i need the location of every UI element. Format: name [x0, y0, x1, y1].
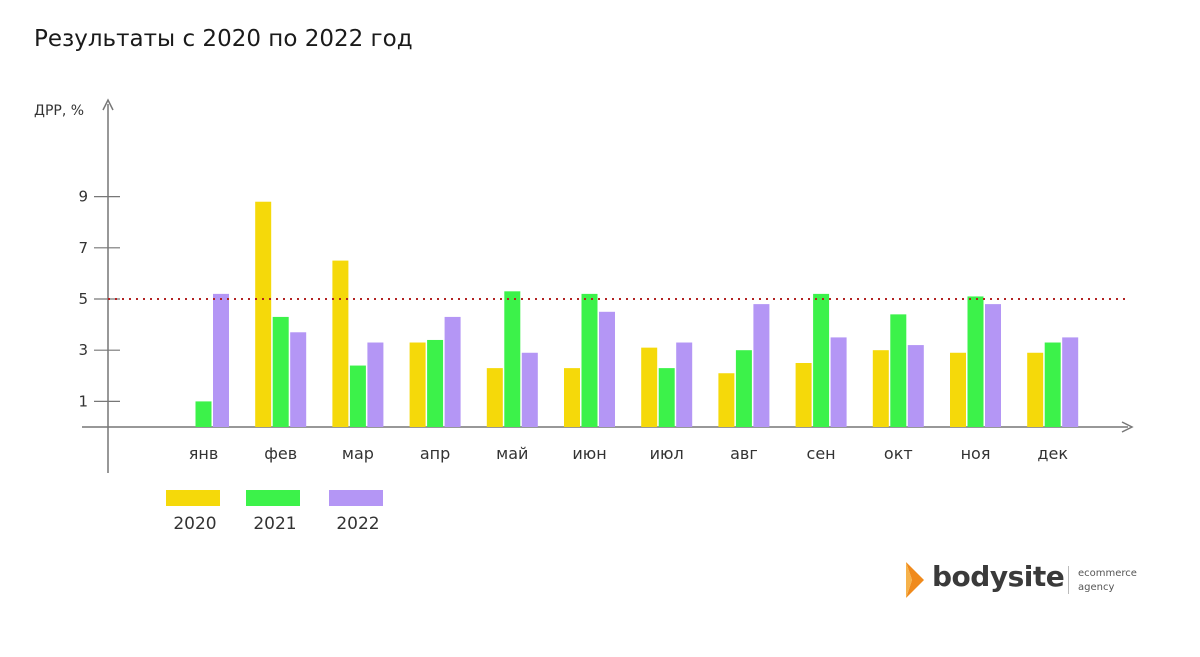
bar-2022-авг	[753, 304, 770, 427]
bar-2021-май	[504, 291, 521, 427]
x-tick-label: май	[496, 444, 528, 463]
y-tick-label: 5	[78, 290, 88, 308]
bodysite-logo: bodysite ecommerce agency	[900, 558, 1150, 602]
x-tick-label: июл	[650, 444, 684, 463]
bar-2022-мар	[367, 342, 384, 427]
bar-2021-авг	[735, 350, 752, 427]
bar-2021-дек	[1044, 342, 1061, 427]
y-tick-label: 9	[78, 188, 88, 206]
bar-2021-фев	[272, 316, 289, 427]
bar-2020-дек	[1027, 352, 1044, 427]
x-tick-label: ноя	[961, 444, 991, 463]
x-tick-label: окт	[884, 444, 913, 463]
y-axis-label: ДРР, %	[34, 103, 84, 119]
bar-2021-мар	[349, 365, 366, 427]
y-tick-label: 1	[78, 392, 88, 410]
x-tick-label: дек	[1037, 444, 1068, 463]
bar-2020-июн	[564, 368, 580, 427]
bars	[195, 201, 1079, 427]
bar-2022-сен	[830, 337, 847, 427]
bar-2020-мар	[332, 260, 349, 427]
y-axis-arrow	[102, 98, 114, 111]
bar-2020-окт	[872, 350, 889, 427]
legend-label-2020: 2020	[173, 514, 216, 534]
bar-2022-фев	[290, 332, 307, 427]
x-tick-label: авг	[730, 444, 758, 463]
x-axis-arrow	[1121, 421, 1134, 433]
bar-2021-апр	[427, 339, 444, 427]
bar-2021-июн	[581, 293, 598, 427]
bar-2021-сен	[813, 293, 830, 427]
bar-2022-май	[521, 352, 538, 427]
y-tick-label: 7	[78, 239, 88, 257]
x-tick-label: июн	[572, 444, 606, 463]
legend-swatch-2020	[166, 490, 220, 506]
bar-2021-окт	[890, 314, 907, 427]
logo-brand-text: bodysite	[932, 560, 1065, 593]
chart-title: Результаты с 2020 по 2022 год	[34, 26, 413, 52]
bar-2022-июл	[676, 342, 693, 427]
bar-2020-фев	[255, 201, 272, 427]
y-tick-label: 3	[78, 341, 88, 359]
bar-2020-июл	[641, 347, 658, 427]
bar-2022-июн	[599, 311, 615, 427]
x-tick-labels: янв фев мар апр май июн июл авг сен окт ноя дек	[189, 444, 1069, 463]
bar-2022-апр	[444, 316, 461, 427]
x-tick-label: янв	[189, 444, 219, 463]
y-ticks: 1 3 5 7 9	[78, 188, 120, 410]
bar-2022-ноя	[985, 304, 1001, 427]
x-tick-label: апр	[420, 444, 450, 463]
bar-2020-апр	[409, 342, 426, 427]
x-tick-label: фев	[264, 444, 297, 463]
bar-2020-авг	[718, 373, 735, 427]
logo-tagline-2: agency	[1078, 582, 1115, 593]
bar-2020-сен	[795, 363, 812, 427]
bar-2020-май	[486, 368, 503, 427]
legend-swatch-2022	[329, 490, 383, 506]
bar-2021-ноя	[967, 296, 984, 427]
legend-swatch-2021	[246, 490, 300, 506]
x-tick-label: сен	[807, 444, 836, 463]
legend: 2020 2021 2022	[166, 490, 383, 534]
bar-2022-окт	[907, 345, 924, 427]
x-tick-label: мар	[342, 444, 374, 463]
bar-2022-дек	[1062, 337, 1079, 427]
logo-tagline-1: ecommerce	[1078, 568, 1137, 579]
logo-divider	[1068, 566, 1069, 594]
bar-2022-янв	[213, 293, 229, 427]
bodysite-logo-icon	[906, 562, 924, 598]
bar-2020-ноя	[950, 352, 966, 427]
legend-label-2021: 2021	[253, 514, 296, 534]
legend-label-2022: 2022	[336, 514, 379, 534]
bar-2021-июл	[658, 368, 675, 427]
bar-2021-янв	[195, 401, 212, 427]
